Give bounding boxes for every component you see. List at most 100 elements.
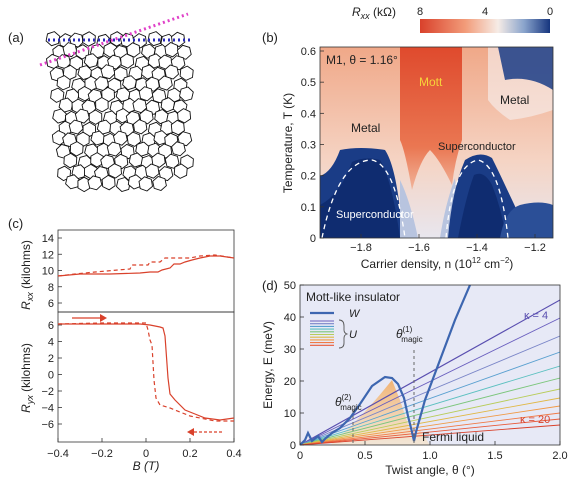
xlabel-c: B (T) xyxy=(133,459,160,473)
fermi-liquid-label: Fermi liquid xyxy=(422,430,484,444)
tick-label: 14 xyxy=(42,233,54,245)
tick-label: 0 xyxy=(310,233,316,245)
colorbar xyxy=(420,19,550,33)
hexagon xyxy=(87,175,103,191)
hexagon xyxy=(152,175,167,192)
hexagon xyxy=(50,87,65,103)
hexagon xyxy=(56,75,71,91)
rxx-sweep-up xyxy=(57,255,235,277)
rxx-sweep-down xyxy=(57,254,235,277)
tick-label: 0.1 xyxy=(301,202,316,214)
tick-label: 0.2 xyxy=(182,448,197,460)
theta-magic-1: θ(1) magic xyxy=(396,325,423,344)
magenta-dotted-line xyxy=(39,12,189,67)
hexagon xyxy=(68,119,84,135)
hexagon xyxy=(179,86,194,102)
tick-label: 10 xyxy=(284,408,296,420)
tick-label: −1.6 xyxy=(408,242,430,254)
colorbar-tick: 8 xyxy=(417,6,423,18)
hexagon xyxy=(139,109,154,125)
panel-label-d: (d) xyxy=(262,278,278,293)
hexagon xyxy=(45,31,61,47)
x-axis-d: 0 0.5 1.0 1.5 2.0 xyxy=(297,441,568,462)
region-metal-right: Metal xyxy=(500,93,529,107)
tick-label: −0.2 xyxy=(91,448,113,460)
hexagon xyxy=(170,119,185,136)
hexagon xyxy=(126,42,141,58)
tick-label: 0 xyxy=(290,440,296,452)
plot-frame-b xyxy=(319,46,554,239)
tick-label: 0.2 xyxy=(301,171,316,183)
hexagon xyxy=(177,108,192,124)
xlabel-d: Twist angle, θ (°) xyxy=(385,463,475,477)
hexagon xyxy=(151,88,167,104)
hexagon xyxy=(100,64,116,80)
hexagon xyxy=(120,53,135,69)
tick-label: 12 xyxy=(42,249,54,261)
kappa-bottom-label: κ = 20 xyxy=(520,414,550,426)
ylabel-c-top: Rxx (kilohms) xyxy=(19,240,35,310)
hexagon xyxy=(106,141,122,157)
tick-label: 2.0 xyxy=(552,450,567,462)
hexagon xyxy=(77,85,92,102)
hexagon xyxy=(63,152,78,169)
hexagon xyxy=(69,141,84,157)
hexagon xyxy=(158,75,173,91)
theta-magic-2: θ(2) magic xyxy=(335,393,362,412)
tick-label: 40 xyxy=(284,312,296,324)
tick-label: −6 xyxy=(41,419,54,431)
hexagon xyxy=(158,166,174,182)
tick-label: 50 xyxy=(284,280,296,292)
region-superconductor-left: Superconductor xyxy=(336,209,414,221)
hexagon xyxy=(126,131,141,147)
colorbar-tick: 0 xyxy=(547,6,553,18)
hexagon xyxy=(51,130,67,146)
y-axis-b: 0 0.1 0.2 0.3 0.4 0.5 0.6 xyxy=(301,46,324,245)
hexagon xyxy=(164,64,179,80)
hexagon xyxy=(138,176,153,192)
tick-label: 1.5 xyxy=(487,450,502,462)
tick-label: 0 xyxy=(297,450,303,462)
plot-frame-c-top xyxy=(57,229,235,313)
hexagon-lattice xyxy=(45,31,194,193)
ryx-sweep-up xyxy=(58,323,235,421)
hexagon xyxy=(164,153,180,169)
tick-label: 6 xyxy=(48,320,54,332)
tick-label: 0 xyxy=(48,370,54,382)
tick-label: 0.4 xyxy=(301,108,316,120)
hexagon xyxy=(138,86,154,102)
hexagon xyxy=(108,163,122,179)
tick-label: 0.6 xyxy=(301,46,316,58)
legend-u-label: U xyxy=(349,329,357,341)
plot-frame-c-bottom xyxy=(57,311,235,443)
tick-label: 30 xyxy=(284,344,296,356)
energy-plot xyxy=(300,285,560,445)
tick-label: −4 xyxy=(41,403,54,415)
tick-label: −2 xyxy=(41,386,54,398)
tick-label: 0.5 xyxy=(301,77,316,89)
tick-label: 4 xyxy=(48,337,54,349)
tick-label: −1.8 xyxy=(350,242,372,254)
ylabel-c-bottom: Ryx (kilohms) xyxy=(19,343,35,413)
hexagon xyxy=(95,96,109,113)
x-axis-b: −1.8 −1.6 −1.4 −1.2 xyxy=(350,234,546,254)
annotation-m1: M1, θ = 1.16° xyxy=(326,53,398,67)
hexagon xyxy=(90,152,104,168)
panel-label-b: (b) xyxy=(262,30,278,45)
tick-label: 0.4 xyxy=(226,448,241,460)
tick-label: 20 xyxy=(284,376,296,388)
hexagon xyxy=(145,76,160,92)
legend-u-brace xyxy=(338,319,349,349)
hexagon xyxy=(179,65,194,81)
hexagon xyxy=(52,108,67,124)
region-metal-left: Metal xyxy=(351,121,380,135)
colorbar-label: Rxx (kΩ) xyxy=(352,5,396,21)
hexagon xyxy=(171,141,186,157)
hexagon xyxy=(101,174,116,191)
legend-w-label: W xyxy=(349,308,361,320)
legend-title: Mott-like insulator xyxy=(306,290,400,304)
legend-u-swatches xyxy=(310,320,334,346)
y-axis-c-bottom: 6 4 2 0 −2 −4 −6 xyxy=(41,320,62,431)
hexagon xyxy=(113,130,128,146)
